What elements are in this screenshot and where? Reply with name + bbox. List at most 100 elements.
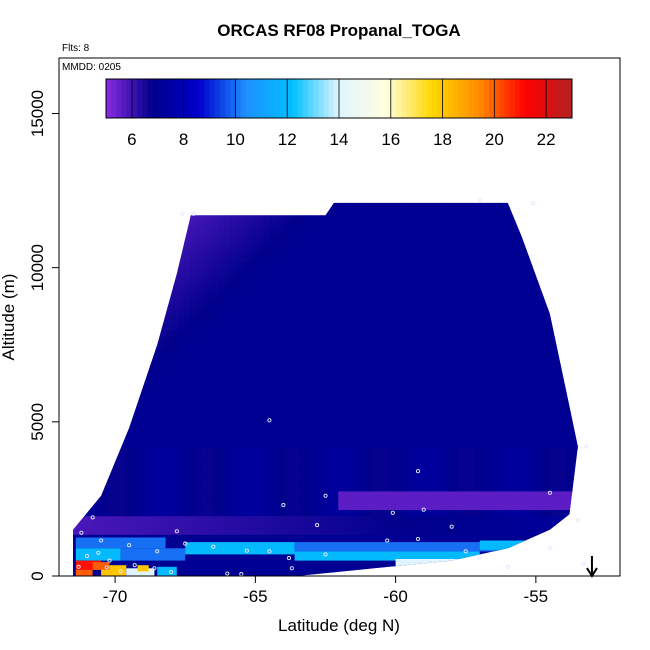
field-cell bbox=[497, 348, 504, 356]
field-cell bbox=[355, 255, 362, 263]
field-cell bbox=[133, 448, 140, 455]
field-cell bbox=[121, 485, 128, 492]
field-cell bbox=[486, 429, 493, 436]
field-cell bbox=[173, 435, 180, 443]
field-cell bbox=[326, 212, 333, 219]
field-cell bbox=[275, 379, 282, 387]
field-cell bbox=[104, 435, 111, 443]
field-cell bbox=[144, 218, 151, 226]
field-cell bbox=[110, 299, 117, 306]
field-cell bbox=[212, 342, 219, 350]
field-cell bbox=[298, 274, 305, 281]
field-cell bbox=[258, 516, 265, 523]
field-cell bbox=[178, 404, 185, 412]
field-cell bbox=[104, 479, 111, 486]
field-cell bbox=[355, 311, 362, 319]
field-cell bbox=[412, 472, 419, 480]
field-cell bbox=[65, 343, 71, 350]
field-cell bbox=[81, 491, 88, 498]
field-cell bbox=[435, 410, 442, 418]
field-cell bbox=[366, 336, 373, 343]
field-cell bbox=[235, 286, 242, 294]
field-cell bbox=[520, 299, 527, 306]
field-cell bbox=[87, 423, 94, 430]
field-cell bbox=[304, 268, 311, 275]
field-cell bbox=[207, 386, 214, 393]
field-cell bbox=[458, 435, 465, 443]
field-cell bbox=[167, 286, 174, 294]
field-cell bbox=[298, 286, 305, 294]
field-cell bbox=[184, 330, 191, 337]
field-cell bbox=[73, 386, 77, 393]
field-cell bbox=[110, 202, 117, 207]
field-cell bbox=[252, 249, 259, 257]
field-cell bbox=[150, 280, 157, 288]
field-cell bbox=[167, 330, 174, 337]
field-cell bbox=[492, 410, 499, 418]
field-cell bbox=[258, 212, 265, 219]
field-cell bbox=[515, 460, 522, 467]
field-cell bbox=[76, 293, 83, 300]
field-cell bbox=[423, 330, 430, 337]
field-cell bbox=[406, 280, 413, 288]
field-cell bbox=[304, 262, 311, 269]
field-cell bbox=[401, 218, 408, 226]
field-cell bbox=[418, 572, 425, 576]
field-cell bbox=[133, 466, 140, 474]
field-cell bbox=[429, 522, 436, 529]
field-cell bbox=[509, 274, 516, 281]
field-cell bbox=[195, 299, 202, 306]
field-cell bbox=[361, 485, 368, 492]
field-cell bbox=[93, 472, 100, 480]
field-cell bbox=[321, 435, 328, 443]
field-cell bbox=[304, 510, 311, 517]
field-cell bbox=[87, 466, 94, 474]
field-cell bbox=[475, 423, 482, 430]
field-cell bbox=[412, 218, 419, 226]
field-cell bbox=[287, 311, 294, 319]
field-cell bbox=[497, 262, 504, 269]
field-cell bbox=[201, 311, 208, 319]
field-cell bbox=[76, 472, 83, 480]
field-cell bbox=[418, 212, 425, 219]
field-cell bbox=[104, 311, 111, 319]
field-cell bbox=[184, 466, 191, 474]
field-cell bbox=[355, 348, 362, 356]
field-cell bbox=[469, 534, 476, 542]
field-cell bbox=[127, 361, 134, 368]
field-cell bbox=[344, 429, 351, 436]
field-cell bbox=[184, 398, 191, 405]
field-cell bbox=[298, 206, 305, 213]
field-cell bbox=[93, 373, 100, 381]
field-cell bbox=[503, 466, 510, 474]
field-cell bbox=[161, 348, 168, 356]
field-cell bbox=[344, 479, 351, 486]
field-cell bbox=[287, 202, 294, 207]
field-cell bbox=[81, 286, 88, 294]
field-cell bbox=[326, 522, 333, 529]
field-cell bbox=[138, 317, 145, 325]
field-cell bbox=[258, 231, 265, 238]
field-cell bbox=[304, 479, 311, 486]
field-cell bbox=[195, 330, 202, 337]
field-cell bbox=[195, 417, 202, 424]
field-cell bbox=[116, 317, 123, 325]
field-cell bbox=[127, 293, 134, 300]
field-cell bbox=[195, 218, 202, 226]
field-cell bbox=[218, 373, 225, 381]
field-cell bbox=[201, 485, 208, 492]
field-cell bbox=[372, 423, 379, 430]
field-cell bbox=[452, 336, 459, 343]
field-cell bbox=[435, 491, 442, 498]
field-cell bbox=[241, 497, 248, 505]
field-cell bbox=[435, 206, 442, 213]
field-cell bbox=[81, 522, 88, 529]
field-cell bbox=[73, 206, 77, 213]
field-cell bbox=[344, 255, 351, 263]
field-cell bbox=[161, 417, 168, 424]
field-cell bbox=[298, 503, 305, 511]
field-cell bbox=[59, 380, 65, 387]
field-cell bbox=[269, 348, 276, 356]
field-cell bbox=[355, 231, 362, 238]
field-cell bbox=[138, 404, 145, 412]
